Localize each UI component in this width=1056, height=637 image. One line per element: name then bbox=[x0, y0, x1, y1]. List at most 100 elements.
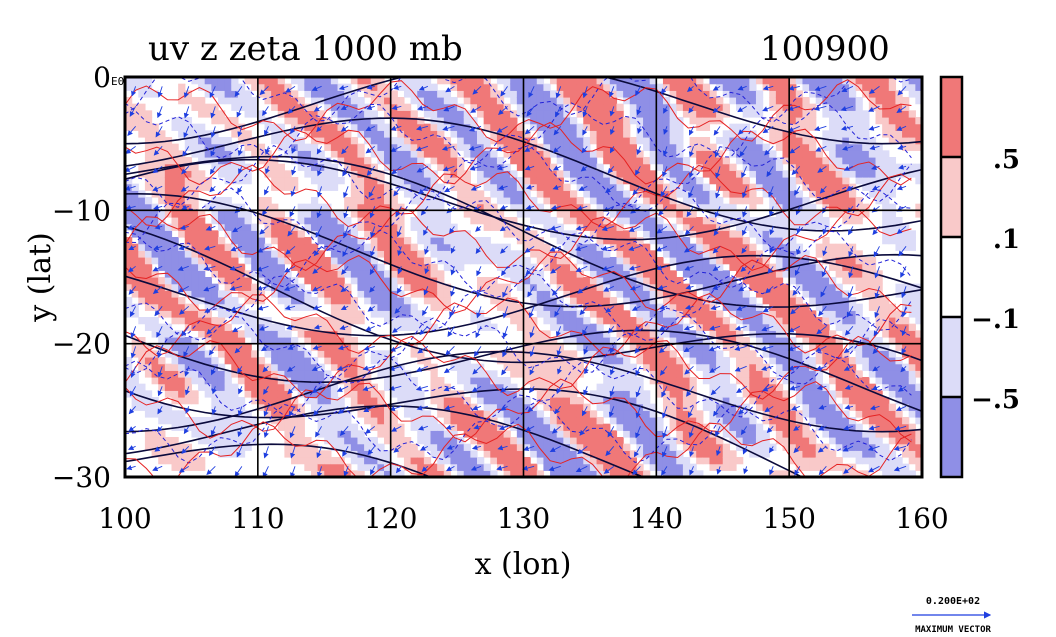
vorticity-cell bbox=[430, 157, 438, 165]
vorticity-cell bbox=[569, 117, 578, 125]
vorticity-cell bbox=[204, 337, 212, 345]
vorticity-cell bbox=[563, 303, 571, 311]
vorticity-cell bbox=[516, 263, 525, 271]
vorticity-cell bbox=[423, 257, 432, 265]
vorticity-cell bbox=[643, 403, 651, 411]
vorticity-cell bbox=[603, 137, 611, 145]
vorticity-cell bbox=[523, 263, 531, 271]
vorticity-cell bbox=[231, 90, 239, 98]
vorticity-cell bbox=[224, 330, 232, 338]
vorticity-cell bbox=[377, 470, 385, 477]
vorticity-cell bbox=[131, 217, 139, 225]
vorticity-cell bbox=[755, 317, 764, 325]
vorticity-cell bbox=[576, 97, 584, 105]
vorticity-cell bbox=[510, 197, 518, 205]
vorticity-cell bbox=[649, 403, 657, 411]
vorticity-cell bbox=[755, 397, 764, 405]
vorticity-cell bbox=[716, 317, 724, 325]
vorticity-cell bbox=[337, 423, 345, 431]
vorticity-cell bbox=[716, 363, 724, 371]
vorticity-cell bbox=[198, 177, 206, 185]
vorticity-cell bbox=[722, 363, 730, 371]
vorticity-cell bbox=[158, 310, 166, 318]
vorticity-cell bbox=[623, 417, 631, 425]
vorticity-cell bbox=[616, 90, 624, 98]
vorticity-cell bbox=[390, 390, 398, 398]
vorticity-cell bbox=[809, 417, 817, 425]
vorticity-cell bbox=[178, 117, 186, 125]
vorticity-cell bbox=[775, 77, 784, 85]
vorticity-cell bbox=[450, 417, 458, 425]
vorticity-cell bbox=[596, 317, 604, 325]
vorticity-cell bbox=[317, 323, 325, 331]
vorticity-cell bbox=[350, 243, 359, 251]
vorticity-cell bbox=[782, 437, 790, 445]
vorticity-cell bbox=[603, 77, 611, 85]
vorticity-cell bbox=[324, 277, 332, 285]
vorticity-cell bbox=[490, 210, 498, 218]
vorticity-cell bbox=[164, 330, 173, 338]
vorticity-cell bbox=[164, 190, 173, 198]
vorticity-cell bbox=[815, 170, 823, 178]
vorticity-cell bbox=[510, 383, 518, 391]
vorticity-cell bbox=[596, 170, 604, 178]
vorticity-cell bbox=[164, 343, 173, 351]
vorticity-cell bbox=[589, 290, 598, 298]
vorticity-cell bbox=[576, 470, 584, 477]
vorticity-cell bbox=[284, 357, 292, 365]
vorticity-cell bbox=[722, 323, 730, 331]
vorticity-cell bbox=[676, 403, 684, 411]
vorticity-cell bbox=[775, 123, 784, 131]
vorticity-cell bbox=[224, 223, 232, 231]
vorticity-cell bbox=[224, 277, 232, 285]
vorticity-cell bbox=[237, 263, 246, 271]
vorticity-cell bbox=[217, 117, 226, 125]
vorticity-cell bbox=[596, 337, 604, 345]
vorticity-cell bbox=[251, 97, 259, 105]
vorticity-cell bbox=[237, 357, 246, 365]
vorticity-cell bbox=[384, 143, 392, 151]
vorticity-cell bbox=[317, 263, 325, 271]
vorticity-cell bbox=[510, 250, 518, 258]
vorticity-cell bbox=[437, 303, 445, 311]
vorticity-cell bbox=[795, 383, 804, 391]
vorticity-cell bbox=[669, 283, 677, 291]
vorticity-cell bbox=[151, 90, 159, 98]
vorticity-cell bbox=[623, 270, 631, 278]
vorticity-cell bbox=[589, 123, 598, 131]
vorticity-cell bbox=[390, 197, 398, 205]
vorticity-cell bbox=[702, 250, 711, 258]
vorticity-cell bbox=[815, 270, 823, 278]
vorticity-cell bbox=[696, 310, 704, 318]
vorticity-cell bbox=[463, 443, 471, 451]
vorticity-cell bbox=[616, 170, 624, 178]
vorticity-cell bbox=[437, 203, 445, 211]
vorticity-cell bbox=[762, 177, 770, 185]
vorticity-cell bbox=[297, 243, 305, 251]
vorticity-cell bbox=[530, 150, 538, 158]
vorticity-cell bbox=[716, 377, 724, 385]
vorticity-cell bbox=[762, 297, 770, 305]
vorticity-cell bbox=[583, 290, 591, 298]
vorticity-cell bbox=[503, 430, 511, 438]
vorticity-cell bbox=[596, 237, 604, 245]
vorticity-cell bbox=[364, 203, 372, 211]
vorticity-cell bbox=[689, 303, 697, 311]
vorticity-cell bbox=[596, 137, 604, 145]
vorticity-cell bbox=[337, 157, 345, 165]
vorticity-cell bbox=[384, 150, 392, 158]
vorticity-cell bbox=[317, 83, 325, 91]
vorticity-cell bbox=[669, 337, 677, 345]
vorticity-cell bbox=[284, 137, 292, 145]
vorticity-cell bbox=[198, 130, 206, 138]
vorticity-cell bbox=[716, 83, 724, 91]
vorticity-cell bbox=[224, 250, 232, 258]
vorticity-cell bbox=[676, 237, 684, 245]
vorticity-cell bbox=[184, 157, 193, 165]
vorticity-cell bbox=[769, 217, 777, 225]
vorticity-cell bbox=[330, 283, 339, 291]
vorticity-cell bbox=[490, 277, 498, 285]
vorticity-cell bbox=[516, 150, 525, 158]
vorticity-cell bbox=[536, 257, 545, 265]
vorticity-cell bbox=[357, 443, 365, 451]
